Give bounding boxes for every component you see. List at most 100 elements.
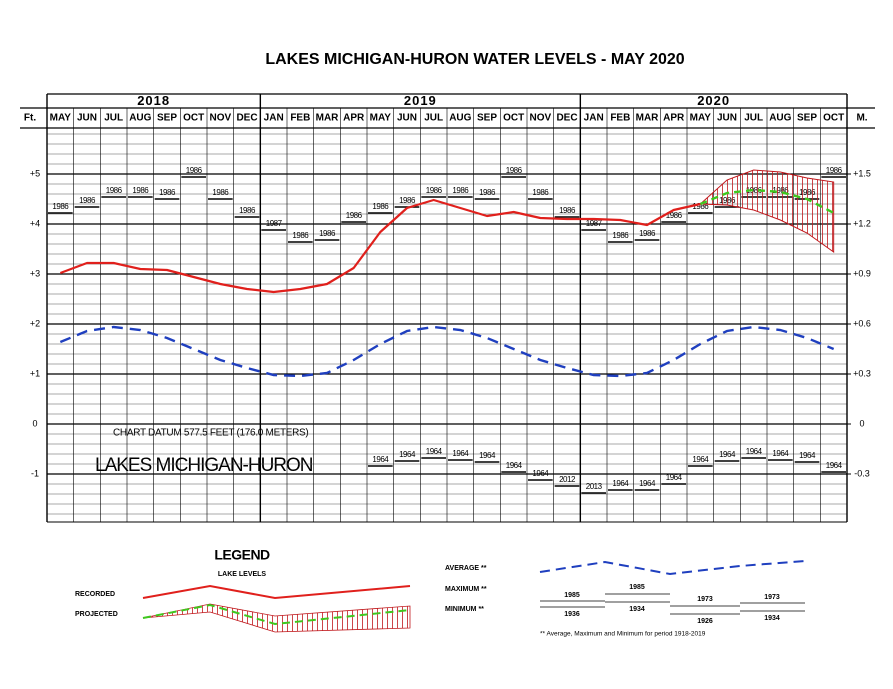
x-tick-label: SEP — [797, 113, 817, 124]
legend-max-year: 1985 — [564, 592, 580, 599]
x-tick-label: JUL — [424, 113, 443, 124]
legend-average-line — [539, 560, 806, 576]
legend-right: AVERAGE ** MAXIMUM ** MINIMUM ** 1985 19… — [445, 560, 806, 638]
y-axis-label: Ft. — [24, 113, 36, 124]
record-year: 1986 — [132, 186, 149, 195]
record-year: 1986 — [452, 186, 469, 195]
legend-max-year: 1985 — [629, 584, 645, 591]
legend-max-year: 1973 — [764, 594, 780, 601]
record-year: 1964 — [479, 451, 496, 460]
legend-footnote: ** Average, Maximum and Minimum for peri… — [540, 631, 706, 638]
average-line — [59, 325, 835, 378]
legend-minimum: MINIMUM ** — [445, 606, 484, 613]
record-year: 1986 — [479, 188, 496, 197]
x-tick-label: JUN — [717, 113, 737, 124]
year-label: 2018 — [137, 93, 170, 108]
y2-tick-label: 0 — [859, 418, 864, 428]
x-tick-label: SEP — [157, 113, 177, 124]
x-tick-label: MAY — [690, 113, 712, 124]
x-tick-label: OCT — [823, 113, 844, 124]
x-tick-label: JUN — [397, 113, 417, 124]
legend-min-year: 1926 — [697, 618, 713, 625]
x-tick-label: JUL — [104, 113, 123, 124]
legend-projected: PROJECTED — [75, 611, 118, 618]
y2-tick-label: +0.9 — [853, 268, 871, 278]
record-year: 1964 — [426, 447, 443, 456]
record-year: 1964 — [399, 450, 416, 459]
legend-min-year: 1936 — [564, 611, 580, 618]
x-tick-label: NOV — [529, 113, 551, 124]
record-year: 1964 — [799, 451, 816, 460]
record-year: 1964 — [746, 447, 763, 456]
y-tick-label: +4 — [30, 218, 40, 228]
x-tick-label: AUG — [769, 113, 791, 124]
x-tick-label: DEC — [556, 113, 577, 124]
record-year: 1964 — [719, 450, 736, 459]
x-tick-label: FEB — [610, 113, 630, 124]
x-tick-label: JUN — [77, 113, 97, 124]
legend-maximum: MAXIMUM ** — [445, 586, 487, 593]
record-year: 1964 — [772, 449, 789, 458]
y-tick-label: +1 — [30, 368, 40, 378]
record-year: 1986 — [212, 188, 229, 197]
legend-min-year: 1934 — [764, 615, 780, 622]
record-year: 1986 — [506, 166, 523, 175]
datum-note: CHART DATUM 577.5 FEET (176.0 METERS) — [113, 428, 308, 439]
x-tick-label: NOV — [209, 113, 231, 124]
x-tick-label: SEP — [477, 113, 497, 124]
x-tick-label: APR — [343, 113, 365, 124]
record-year: 1986 — [52, 202, 69, 211]
record-year: 1986 — [692, 202, 709, 211]
legend-left: LEGEND LAKE LEVELS RECORDED PROJECTED — [75, 547, 411, 633]
y2-tick-label: +0.6 — [853, 318, 871, 328]
record-year: 1986 — [239, 206, 256, 215]
x-tick-label: MAR — [316, 113, 340, 124]
record-year: 1964 — [506, 461, 523, 470]
record-year: 1986 — [559, 206, 576, 215]
legend-min-year: 1934 — [629, 606, 645, 613]
record-year: 1964 — [452, 449, 469, 458]
legend-projected-range — [142, 603, 411, 633]
record-year: 1986 — [292, 231, 309, 240]
y-tick-label: +5 — [30, 168, 40, 178]
record-year: 1964 — [532, 469, 549, 478]
record-year: 1964 — [639, 479, 656, 488]
y2-tick-label: +1.2 — [853, 218, 871, 228]
record-year: 1986 — [319, 229, 336, 238]
x-tick-label: JAN — [584, 113, 604, 124]
legend-subtitle: LAKE LEVELS — [218, 571, 267, 578]
y-tick-label: 0 — [32, 418, 37, 428]
record-year: 1986 — [186, 166, 203, 175]
record-year: 1987 — [586, 219, 603, 228]
y-tick-label: +3 — [30, 268, 40, 278]
year-label: 2019 — [404, 93, 437, 108]
x-tick-label: MAR — [636, 113, 660, 124]
y2-tick-label: +1.5 — [853, 168, 871, 178]
x-tick-label: JUL — [744, 113, 763, 124]
legend-recorded-line — [142, 584, 411, 600]
x-tick-label: OCT — [503, 113, 524, 124]
record-year: 1986 — [532, 188, 549, 197]
y2-tick-label: -0.3 — [854, 468, 870, 478]
record-year: 1964 — [372, 455, 389, 464]
x-tick-label: OCT — [183, 113, 204, 124]
record-year: 2013 — [586, 482, 603, 491]
x-tick-label: JAN — [264, 113, 284, 124]
x-tick-label: FEB — [290, 113, 310, 124]
record-year: 1964 — [692, 455, 709, 464]
record-year: 1964 — [612, 479, 629, 488]
x-tick-label: APR — [663, 113, 685, 124]
legend-title: LEGEND — [214, 547, 270, 563]
record-year: 2012 — [559, 475, 576, 484]
projected-range — [699, 169, 835, 253]
year-label: 2020 — [697, 93, 730, 108]
record-year: 1986 — [639, 229, 656, 238]
recorded-line — [59, 198, 701, 294]
y-tick-label: +2 — [30, 318, 40, 328]
lake-name: LAKES MICHIGAN-HURON — [95, 455, 313, 476]
record-year: 1986 — [372, 202, 389, 211]
y2-tick-label: +0.3 — [853, 368, 871, 378]
record-year: 1986 — [106, 186, 123, 195]
legend-average: AVERAGE ** — [445, 565, 487, 572]
